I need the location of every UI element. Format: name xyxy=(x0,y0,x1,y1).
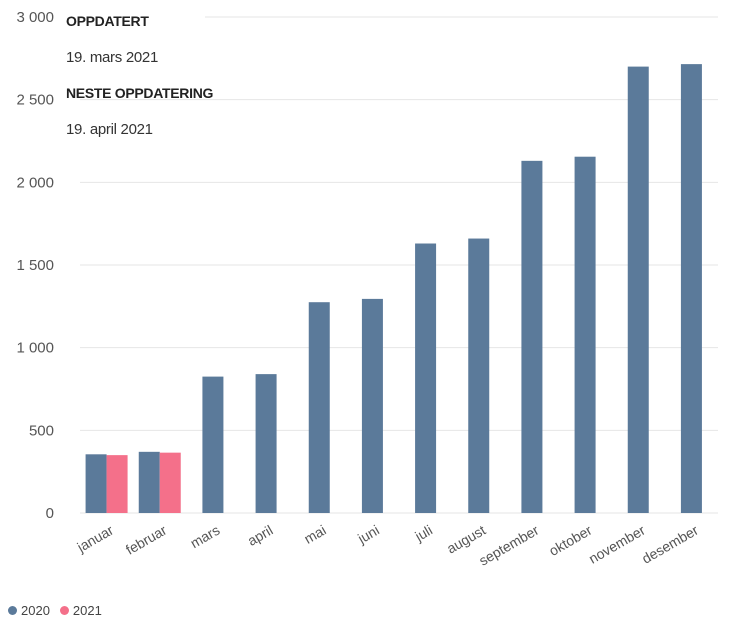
legend-label-2021: 2021 xyxy=(72,603,102,618)
bar-2020-juli[interactable] xyxy=(415,243,437,514)
gridlines xyxy=(80,16,718,514)
bar-2020-februar[interactable] xyxy=(138,451,160,513)
y-tick-label: 1 000 xyxy=(16,340,54,357)
x-tick-label-april: april xyxy=(245,522,276,549)
y-tick-label: 1 500 xyxy=(16,257,54,274)
bar-2020-november[interactable] xyxy=(627,66,649,513)
bar-2021-februar[interactable] xyxy=(159,452,181,513)
bar-2020-oktober[interactable] xyxy=(574,156,596,513)
y-tick-label: 2 500 xyxy=(16,92,54,109)
x-tick-label-september: september xyxy=(476,522,542,569)
x-tick-label-mars: mars xyxy=(187,522,222,551)
bar-2020-september[interactable] xyxy=(521,160,543,513)
legend-item-2021[interactable]: 2021 xyxy=(59,603,102,618)
legend-item-2020[interactable]: 2020 xyxy=(8,603,50,618)
y-axis-ticks: 0 500 1 000 1 500 2 000 2 500 3 000 xyxy=(16,9,54,522)
bar-2020-april[interactable] xyxy=(255,374,277,513)
updated-label: OPPDATERT xyxy=(66,13,149,29)
legend-label-2020: 2020 xyxy=(21,603,50,618)
x-tick-label-november: november xyxy=(586,522,648,567)
bar-2020-juni[interactable] xyxy=(361,298,383,513)
x-tick-label-juli: juli xyxy=(411,522,435,545)
updated-date: 19. mars 2021 xyxy=(66,49,158,66)
bar-2020-januar[interactable] xyxy=(85,454,107,513)
x-tick-label-juni: juni xyxy=(354,522,382,547)
bar-2020-mars[interactable] xyxy=(202,376,224,513)
legend-marker-2021 xyxy=(59,606,69,615)
bar-2020-mai[interactable] xyxy=(308,302,330,513)
x-tick-label-desember: desember xyxy=(639,522,701,567)
info-panel: OPPDATERT 19. mars 2021 NESTE OPPDATERIN… xyxy=(66,13,213,138)
bar-2021-januar[interactable] xyxy=(106,455,128,513)
next-update-date: 19. april 2021 xyxy=(66,121,153,138)
x-tick-label-januar: januar xyxy=(74,522,117,556)
y-tick-label: 0 xyxy=(46,505,54,522)
y-tick-label: 2 000 xyxy=(16,174,54,191)
x-tick-label-mai: mai xyxy=(301,522,329,547)
bar-2020-august[interactable] xyxy=(468,238,490,513)
bar-chart: 0 500 1 000 1 500 2 000 2 500 3 000 januar febr… xyxy=(16,9,718,569)
y-tick-label: 500 xyxy=(29,422,54,439)
x-axis-ticks: januar februar mars april mai juni juli augusts… xyxy=(74,522,702,569)
bars xyxy=(85,64,702,514)
bar-2020-desember[interactable] xyxy=(680,64,702,514)
legend: 2020 2021 xyxy=(8,603,102,618)
y-tick-label: 3 000 xyxy=(16,9,54,26)
legend-marker-2020 xyxy=(8,606,17,615)
x-tick-label-februar: februar xyxy=(123,522,170,558)
next-update-label: NESTE OPPDATERING xyxy=(66,85,214,101)
